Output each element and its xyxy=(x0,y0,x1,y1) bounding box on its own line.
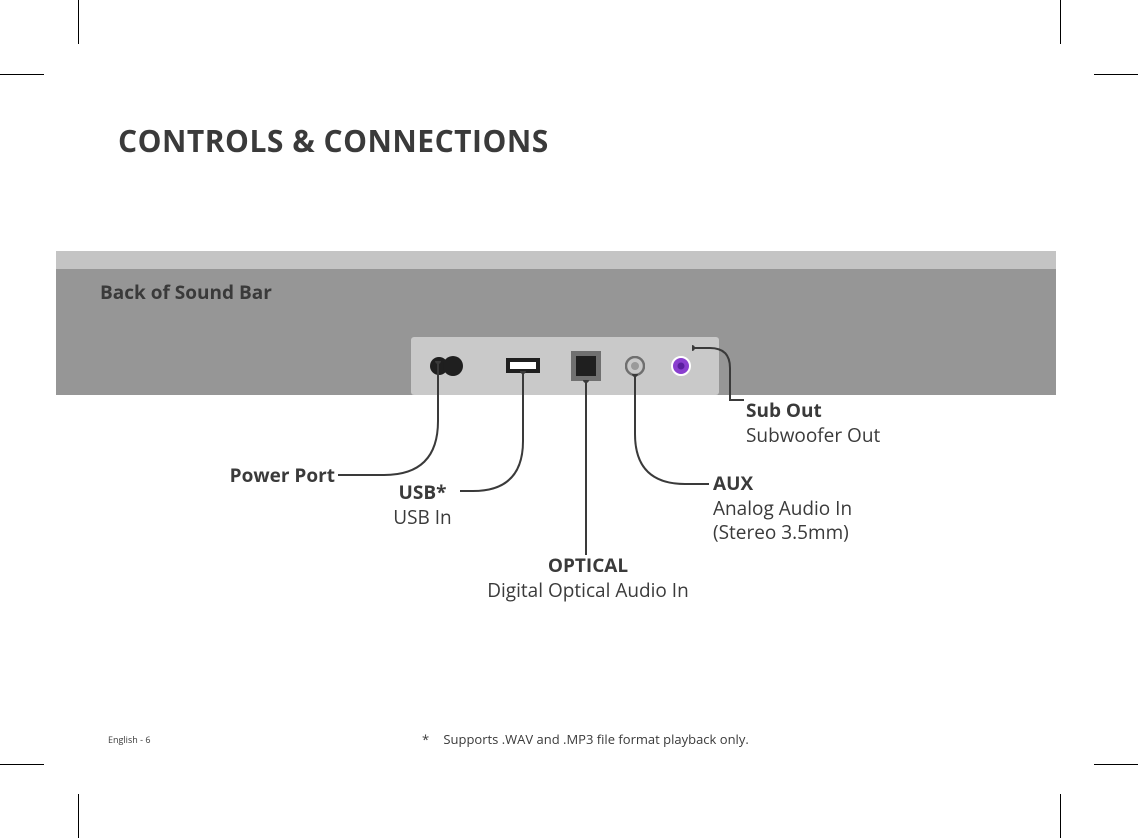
sub-out-label: Sub Out Subwoofer Out xyxy=(746,398,880,447)
power-label-title: Power Port xyxy=(220,463,335,488)
aux-label-title: AUX xyxy=(713,471,852,496)
soundbar-diagram: Back of Sound Bar xyxy=(56,251,1056,395)
manual-page: CONTROLS & CONNECTIONS Back of Sound Bar xyxy=(0,0,1138,838)
usb-label-desc: USB In xyxy=(393,504,451,530)
optical-label-title: OPTICAL xyxy=(403,553,773,578)
optical-port-icon xyxy=(571,351,601,381)
usb-label-title: USB* xyxy=(385,480,460,505)
page-number: English - 6 xyxy=(108,733,150,746)
aux-label-desc: Analog Audio In (Stereo 3.5mm) xyxy=(713,495,852,546)
crop-mark xyxy=(1094,764,1138,765)
optical-label-desc: Digital Optical Audio In xyxy=(487,577,689,603)
soundbar-top-strip xyxy=(56,251,1056,269)
usb-label: USB* USB In xyxy=(385,480,460,529)
footnote: * Supports .WAV and .MP3 file format pla… xyxy=(422,730,749,748)
crop-mark xyxy=(0,74,44,75)
page-title: CONTROLS & CONNECTIONS xyxy=(118,120,549,161)
aux-port-icon xyxy=(625,356,645,376)
optical-label: OPTICAL Digital Optical Audio In xyxy=(403,553,773,602)
aux-label: AUX Analog Audio In (Stereo 3.5mm) xyxy=(713,471,852,545)
crop-mark xyxy=(0,764,44,765)
sub-out-port-icon xyxy=(671,356,691,376)
usb-callout-line xyxy=(460,371,540,501)
crop-mark xyxy=(78,794,79,838)
power-label: Power Port xyxy=(220,463,335,488)
soundbar-label: Back of Sound Bar xyxy=(100,279,272,305)
crop-mark xyxy=(1060,794,1061,838)
crop-mark xyxy=(1094,74,1138,75)
footnote-star: * xyxy=(422,730,440,748)
crop-mark xyxy=(1060,0,1061,44)
footnote-text: Supports .WAV and .MP3 file format playb… xyxy=(443,730,748,748)
soundbar-back-body: Back of Sound Bar xyxy=(56,269,1056,395)
optical-callout-line xyxy=(580,380,592,555)
power-callout-line xyxy=(338,361,458,481)
sub-out-label-title: Sub Out xyxy=(746,398,880,423)
sub-out-label-desc: Subwoofer Out xyxy=(746,422,880,448)
crop-mark xyxy=(78,0,79,44)
